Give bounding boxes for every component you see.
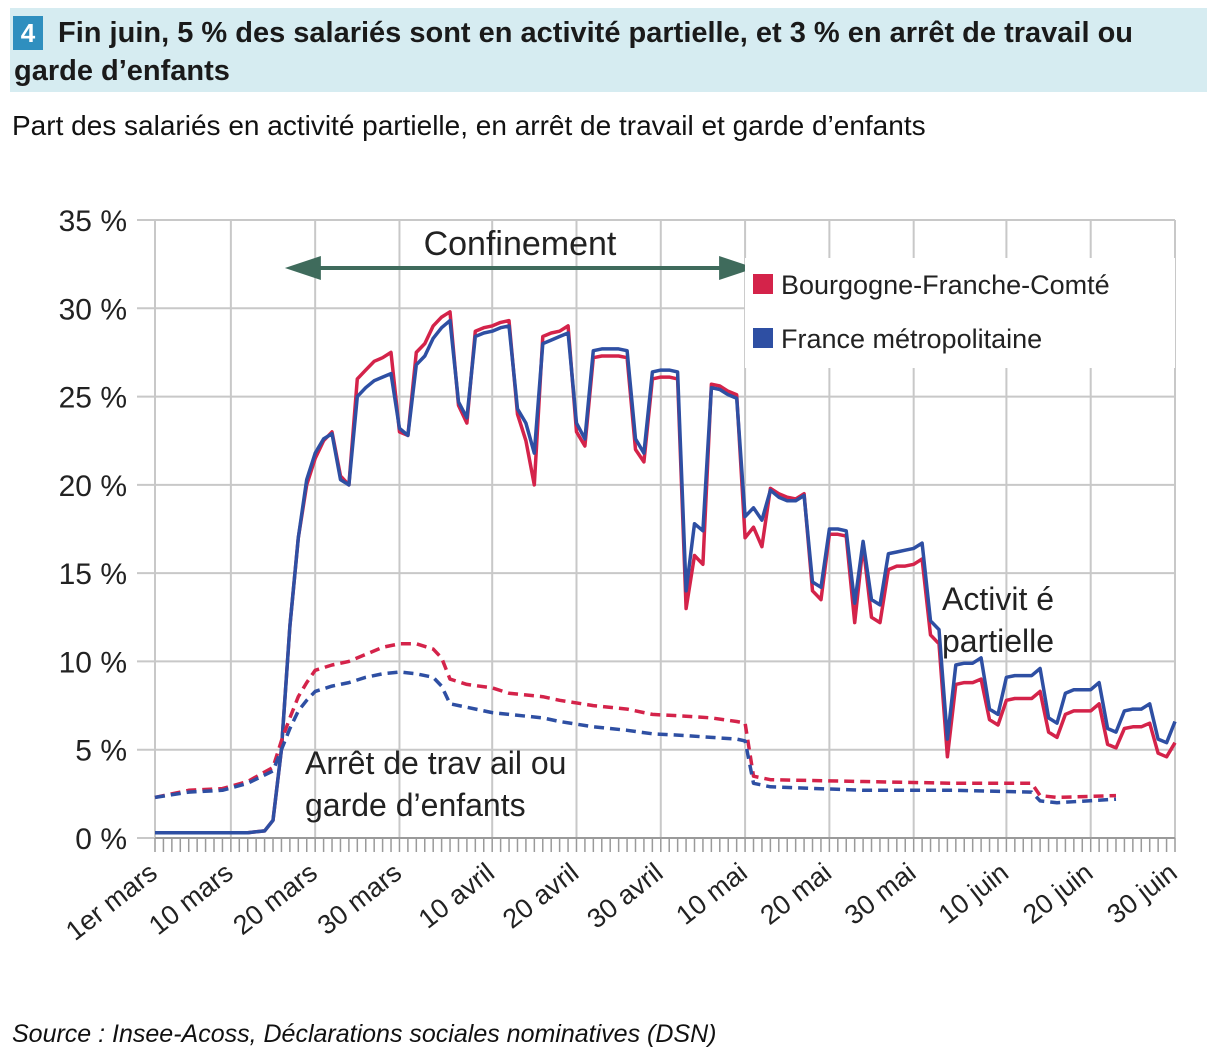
title-bar: Fin juin, 5 % des salariés sont en activ… — [10, 8, 1207, 92]
legend-box — [745, 258, 1175, 368]
arrow-left-head-icon — [284, 256, 321, 280]
activite-label-line2: partielle — [942, 623, 1054, 659]
y-tick-label: 25 % — [59, 382, 127, 415]
x-tick-label: 30 avril — [581, 857, 668, 934]
legend-swatch — [753, 328, 773, 348]
y-tick-label: 5 % — [75, 735, 127, 768]
arret-label-line2: garde d’enfants — [305, 787, 526, 823]
confinement-label: Confinement — [424, 225, 617, 263]
x-tick-label: 30 mars — [312, 857, 407, 941]
chart-container: 0 % 5 % 10 % 15 % 20 % 25 % 30 % 35 % 1er mars 10… — [0, 180, 1214, 980]
series-line-activite-bfc — [155, 310, 1177, 835]
y-tick-label: 0 % — [75, 823, 127, 856]
y-tick-label: 30 % — [59, 293, 127, 326]
x-tick-label: 20 mars — [228, 857, 323, 941]
legend-label: France métropolitaine — [781, 324, 1042, 354]
source-note: Source : Insee-Acoss, Déclarations socia… — [12, 1020, 717, 1048]
x-tick-label: 1er mars — [60, 857, 162, 946]
legend-label: Bourgogne-Franche-Comté — [781, 270, 1110, 300]
series-line-activite-france — [155, 318, 1177, 835]
y-tick-label: 10 % — [59, 646, 127, 679]
x-tick-label: 10 mai — [670, 857, 752, 931]
legend-swatch — [753, 274, 773, 294]
arret-label-line1: Arrêt de trav ail ou — [305, 745, 566, 781]
x-tick-label: 10 avril — [413, 857, 500, 934]
legend: Bourgogne-Franche-Comté France métropolit… — [745, 258, 1175, 368]
y-tick-label: 15 % — [59, 558, 127, 591]
x-tick-label: 20 mai — [755, 857, 837, 931]
series-lines — [154, 310, 1177, 835]
y-tick-label: 35 % — [59, 205, 127, 238]
x-tick-label: 10 mars — [143, 857, 238, 941]
x-tick-label: 30 mai — [839, 857, 921, 931]
annotations: Confinement Activit é partielle Arrêt de tr… — [284, 225, 1054, 823]
x-tick-label: 20 avril — [497, 857, 584, 934]
x-tick-label: 10 juin — [933, 857, 1014, 930]
x-tick-label: 20 juin — [1017, 857, 1098, 930]
arrow-right-head-icon — [719, 256, 756, 280]
chart-subtitle: Part des salariés en activité partielle,… — [12, 110, 926, 141]
figure-number-badge: 4 — [13, 16, 43, 50]
x-tick-label: 30 juin — [1102, 857, 1183, 930]
activite-label-line1: Activit é — [942, 581, 1054, 617]
series-line-arret-bfc — [154, 642, 1117, 800]
chart-title: Fin juin, 5 % des salariés sont en activ… — [14, 17, 1133, 87]
line-chart: 0 %5 %10 %15 %20 %25 %30 %35 %1er mars10… — [59, 205, 1183, 946]
y-tick-label: 20 % — [59, 470, 127, 503]
